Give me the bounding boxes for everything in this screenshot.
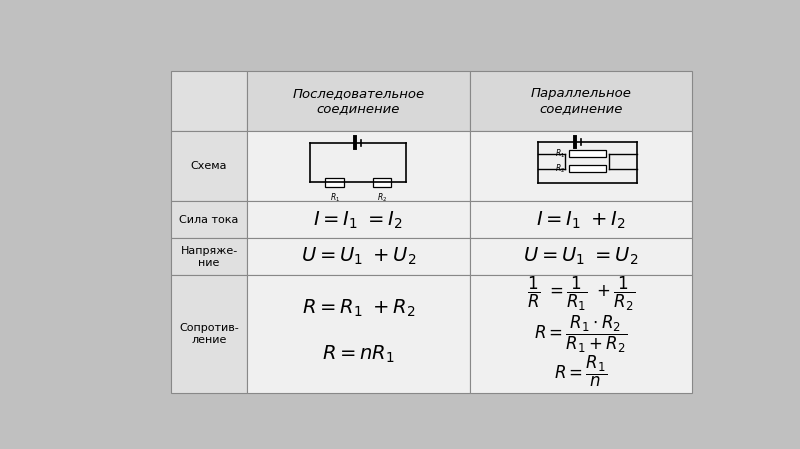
Text: $R_2$: $R_2$ — [377, 191, 387, 204]
Text: $\dfrac{1}{R}\ =\dfrac{1}{R_{1}}\ +\dfrac{1}{R_{2}}$: $\dfrac{1}{R}\ =\dfrac{1}{R_{1}}\ +\dfra… — [526, 275, 635, 313]
Polygon shape — [470, 131, 692, 202]
Polygon shape — [247, 131, 470, 202]
Text: $R_2$: $R_2$ — [554, 163, 565, 175]
Polygon shape — [470, 275, 692, 393]
Text: Последовательное
соединение: Последовательное соединение — [292, 87, 424, 115]
Polygon shape — [171, 71, 247, 131]
Text: $I =I_{1}\ =I_{2}$: $I =I_{1}\ =I_{2}$ — [314, 209, 403, 230]
Text: $R_1$: $R_1$ — [330, 191, 340, 204]
Text: $U =U_{1}\ +U_{2}$: $U =U_{1}\ +U_{2}$ — [301, 246, 416, 268]
FancyBboxPatch shape — [569, 165, 606, 172]
Polygon shape — [470, 238, 692, 275]
Polygon shape — [247, 238, 470, 275]
Polygon shape — [470, 71, 692, 131]
Polygon shape — [171, 238, 247, 275]
Text: Сила тока: Сила тока — [179, 215, 238, 225]
Text: $R =\dfrac{R_{1}}{n}$: $R =\dfrac{R_{1}}{n}$ — [554, 354, 608, 389]
Text: Сопротив-
ление: Сопротив- ление — [179, 323, 239, 345]
Text: $R =\dfrac{R_{1}\cdot R_{2}}{R_{1}+R_{2}}$: $R =\dfrac{R_{1}\cdot R_{2}}{R_{1}+R_{2}… — [534, 313, 627, 355]
Polygon shape — [247, 71, 470, 131]
Polygon shape — [470, 202, 692, 238]
Polygon shape — [247, 202, 470, 238]
Text: Напряже-
ние: Напряже- ние — [181, 246, 238, 268]
Text: $U =U_{1}\ =U_{2}$: $U =U_{1}\ =U_{2}$ — [523, 246, 638, 268]
Text: Схема: Схема — [191, 161, 227, 171]
FancyBboxPatch shape — [326, 178, 344, 187]
Text: $R =R_{1}\ +R_{2}$: $R =R_{1}\ +R_{2}$ — [302, 298, 415, 319]
Text: $R =nR_{1}$: $R =nR_{1}$ — [322, 343, 394, 365]
FancyBboxPatch shape — [373, 178, 391, 187]
Polygon shape — [171, 202, 247, 238]
Text: $R_1$: $R_1$ — [554, 147, 565, 160]
Text: $I =I_{1}\ +I_{2}$: $I =I_{1}\ +I_{2}$ — [536, 209, 626, 230]
Text: Параллельное
соединение: Параллельное соединение — [530, 87, 631, 115]
FancyBboxPatch shape — [569, 150, 606, 157]
Polygon shape — [171, 275, 247, 393]
Polygon shape — [171, 131, 247, 202]
Polygon shape — [247, 275, 470, 393]
